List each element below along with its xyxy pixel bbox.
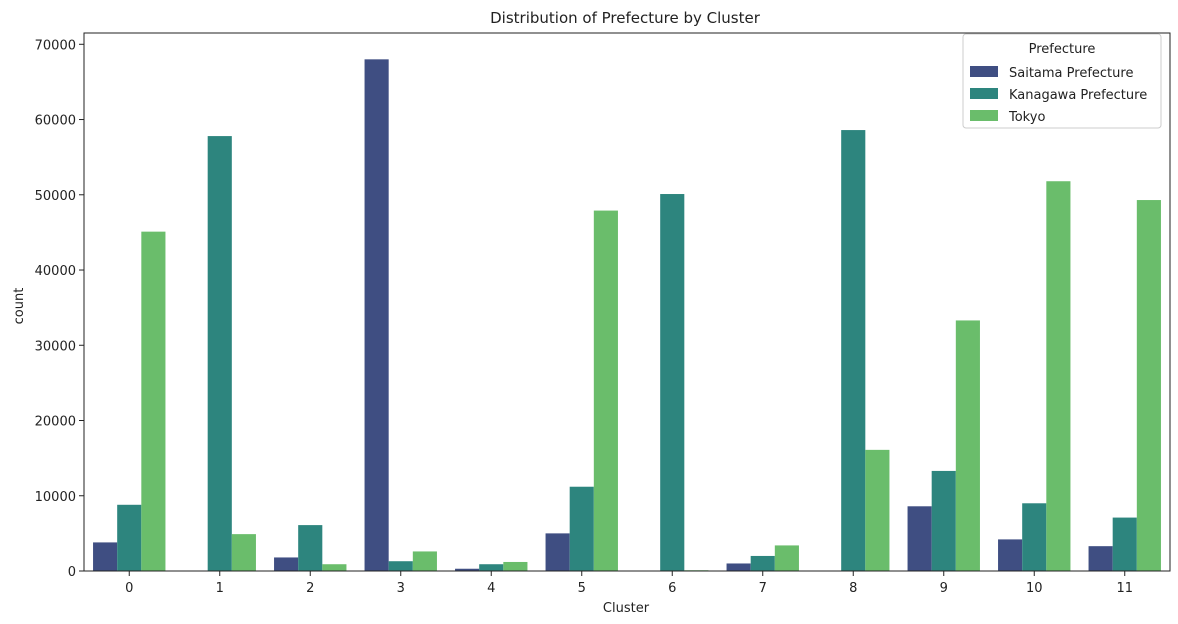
y-axis-label: count bbox=[12, 288, 27, 325]
bar-cluster-11-series-1 bbox=[1112, 517, 1137, 571]
bar-cluster-8-series-2 bbox=[865, 449, 890, 571]
x-axis-label: Cluster bbox=[603, 601, 650, 616]
bar-cluster-3-series-2 bbox=[412, 551, 437, 571]
y-tick-label: 10000 bbox=[35, 490, 76, 505]
bar-cluster-4-series-1 bbox=[479, 564, 504, 571]
bar-cluster-0-series-0 bbox=[93, 542, 118, 571]
legend-swatch bbox=[970, 66, 998, 77]
bar-cluster-1-series-1 bbox=[207, 136, 232, 571]
bar-cluster-9-series-0 bbox=[907, 506, 932, 571]
x-tick-label: 4 bbox=[487, 581, 495, 596]
bar-cluster-4-series-2 bbox=[503, 561, 528, 571]
x-tick-label: 7 bbox=[759, 581, 767, 596]
x-tick-label: 1 bbox=[216, 581, 224, 596]
bar-cluster-10-series-2 bbox=[1046, 181, 1071, 571]
x-tick-label: 3 bbox=[397, 581, 405, 596]
y-tick-label: 70000 bbox=[35, 38, 76, 53]
bar-cluster-3-series-0 bbox=[364, 59, 389, 571]
legend-swatch bbox=[970, 88, 998, 99]
bar-cluster-2-series-2 bbox=[322, 564, 347, 571]
legend-swatch bbox=[970, 110, 998, 121]
bar-cluster-7-series-1 bbox=[750, 555, 775, 571]
bar-cluster-11-series-2 bbox=[1136, 200, 1161, 572]
x-tick-label: 11 bbox=[1116, 581, 1133, 596]
legend-box bbox=[962, 33, 1162, 129]
bar-cluster-11-series-0 bbox=[1088, 546, 1113, 571]
bar-cluster-3-series-1 bbox=[388, 561, 413, 571]
bar-cluster-0-series-2 bbox=[141, 231, 166, 571]
bar-cluster-5-series-1 bbox=[569, 486, 594, 571]
bar-cluster-10-series-1 bbox=[1022, 503, 1047, 571]
bar-cluster-5-series-2 bbox=[593, 210, 618, 571]
y-tick-label: 0 bbox=[68, 565, 76, 580]
x-tick-label: 5 bbox=[578, 581, 586, 596]
bar-cluster-5-series-0 bbox=[545, 533, 570, 571]
legend-entry-label: Kanagawa Prefecture bbox=[1009, 88, 1147, 103]
bar-cluster-2-series-0 bbox=[274, 557, 299, 571]
bar-cluster-10-series-0 bbox=[998, 539, 1023, 571]
plot-frame bbox=[83, 32, 1171, 572]
chart-title: Distribution of Prefecture by Cluster bbox=[490, 9, 761, 27]
x-axis: 0 1 2 3 4 5 6 7 8 9 10 11 bbox=[125, 571, 1133, 596]
y-tick-label: 60000 bbox=[35, 114, 76, 129]
legend-title: Prefecture bbox=[1029, 42, 1096, 57]
bar-cluster-9-series-2 bbox=[955, 320, 980, 571]
y-tick-label: 20000 bbox=[35, 415, 76, 430]
x-tick-label: 2 bbox=[306, 581, 314, 596]
legend-entry-label: Saitama Prefecture bbox=[1009, 66, 1133, 81]
bar-cluster-4-series-0 bbox=[455, 568, 480, 571]
y-tick-label: 30000 bbox=[35, 339, 76, 354]
bar-cluster-0-series-1 bbox=[117, 504, 142, 571]
x-tick-label: 10 bbox=[1026, 581, 1043, 596]
bar-cluster-8-series-1 bbox=[841, 130, 866, 571]
bar-cluster-2-series-1 bbox=[298, 525, 323, 571]
bar-cluster-1-series-2 bbox=[231, 534, 256, 571]
x-tick-label: 0 bbox=[125, 581, 133, 596]
x-tick-label: 9 bbox=[940, 581, 948, 596]
bars-layer bbox=[93, 59, 1161, 572]
bar-cluster-7-series-0 bbox=[726, 563, 751, 571]
bar-cluster-9-series-1 bbox=[931, 470, 956, 571]
y-tick-label: 50000 bbox=[35, 189, 76, 204]
bar-cluster-7-series-2 bbox=[774, 545, 799, 571]
bar-cluster-6-series-1 bbox=[660, 194, 685, 571]
y-tick-label: 40000 bbox=[35, 264, 76, 279]
legend: Prefecture Saitama Prefecture Kanagawa Pre… bbox=[962, 33, 1162, 129]
legend-entry-label: Tokyo bbox=[1008, 110, 1045, 125]
y-axis: 0 10000 20000 30000 40000 50000 60000 70000 bbox=[35, 38, 84, 580]
x-tick-label: 6 bbox=[668, 581, 676, 596]
x-tick-label: 8 bbox=[849, 581, 857, 596]
